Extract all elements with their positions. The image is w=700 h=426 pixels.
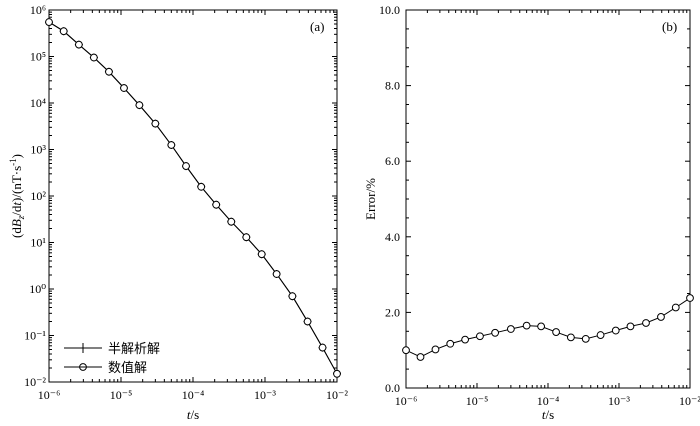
- b-data-point: [461, 335, 470, 344]
- b-data-point: [581, 334, 590, 343]
- b-data-point: [476, 332, 484, 341]
- b-data-point: [506, 325, 515, 333]
- a-y-tick-label: 10³: [30, 143, 46, 157]
- b-x-tick-label: 10⁻⁶: [395, 394, 418, 408]
- b-data-point: [566, 333, 575, 342]
- b-data-point: [686, 294, 694, 302]
- a-y-tick-label: 10⁻¹: [24, 329, 46, 343]
- b-data-point: [552, 328, 560, 336]
- panel-b: 10⁻⁶ 10⁻⁵ 10⁻⁴ 10⁻³ 10⁻²0.02.04.06.08.010.0 …: [363, 3, 700, 422]
- a-x-tick-label: 10⁻⁵: [110, 388, 133, 402]
- a-data-point: [135, 101, 144, 110]
- panel-label-b: (b): [662, 19, 677, 34]
- a-series-line-0: [48, 21, 338, 375]
- legend-entry-2: 数值解: [108, 360, 147, 375]
- a-data-point: [120, 84, 128, 92]
- a-y-tick-label: 10¹: [30, 236, 46, 250]
- a-data-point: [212, 200, 221, 209]
- a-data-point: [197, 182, 206, 191]
- b-y-tick-label: 10.0: [379, 3, 400, 17]
- b-series-line-0: [405, 297, 691, 358]
- b-data-point: [416, 353, 425, 361]
- a-y-tick-label: 10²: [30, 189, 46, 203]
- a-data-point: [303, 317, 312, 326]
- b-y-tick-label: 4.0: [385, 230, 400, 244]
- plot-frame-a: [48, 9, 338, 383]
- a-x-tick-label: 10⁻³: [254, 388, 276, 402]
- b-x-tick-label: 10⁻³: [608, 394, 630, 408]
- a-data-point: [89, 53, 98, 62]
- series-a: [45, 18, 341, 378]
- a-y-tick-label: 10⁴: [30, 96, 46, 110]
- b-y-tick-label: 8.0: [385, 79, 400, 93]
- ticks-a: 10⁻⁶ 10⁻⁵ 10⁻⁴ 10⁻³ 10⁻² 10⁻² 10⁻¹ 10⁰ 10¹ 10² 10³…: [24, 3, 348, 402]
- b-data-point: [522, 321, 531, 330]
- a-data-point: [151, 119, 160, 128]
- a-y-tick-label: 10⁻²: [24, 375, 46, 389]
- legend-entry-1: 半解析解: [108, 341, 160, 356]
- b-x-tick-label: 10⁻⁵: [466, 394, 489, 408]
- b-data-point: [491, 328, 500, 337]
- b-data-point: [626, 322, 635, 331]
- b-data-point: [657, 313, 665, 321]
- y-axis-label-a: (dBz/dt)/(nT·s-1): [8, 154, 26, 238]
- a-data-point: [333, 369, 341, 378]
- a-data-point: [242, 233, 251, 242]
- b-x-tick-label: 10⁻²: [679, 394, 700, 408]
- a-data-point: [74, 40, 83, 49]
- a-data-point: [182, 162, 190, 170]
- b-y-tick-label: 0.0: [385, 381, 400, 395]
- b-x-tick-label: 10⁻⁴: [537, 394, 560, 408]
- a-data-point: [272, 270, 281, 278]
- a-x-tick-label: 10⁻²: [326, 388, 348, 402]
- a-data-point: [59, 27, 68, 36]
- a-data-point: [105, 67, 113, 76]
- a-y-tick-label: 10⁰: [29, 282, 46, 296]
- a-y-tick-label: 10⁵: [30, 50, 46, 64]
- b-data-point: [537, 322, 546, 331]
- panel-label-a: (a): [310, 19, 324, 34]
- a-data-point: [227, 217, 236, 226]
- b-data-point: [642, 319, 650, 327]
- a-data-point: [45, 18, 53, 26]
- series-b: [402, 294, 694, 361]
- panel-a: 10⁻⁶ 10⁻⁵ 10⁻⁴ 10⁻³ 10⁻² 10⁻² 10⁻¹ 10⁰ 10¹ 10² 10³…: [8, 3, 348, 422]
- b-data-point: [402, 346, 410, 355]
- b-y-tick-label: 2.0: [385, 305, 400, 319]
- x-axis-label-a: t/s: [187, 407, 199, 422]
- a-data-point: [167, 141, 176, 149]
- a-data-point: [318, 343, 327, 352]
- y-axis-label-b: Error/%: [363, 178, 378, 220]
- b-data-point: [431, 345, 440, 354]
- legend-circle-marker: [79, 363, 87, 371]
- x-axis-label-b: t/s: [542, 407, 554, 422]
- b-data-point: [611, 326, 620, 335]
- a-x-tick-label: 10⁻⁴: [182, 388, 205, 402]
- b-y-tick-label: 6.0: [385, 154, 400, 168]
- b-data-point: [596, 331, 605, 339]
- b-data-point: [446, 339, 455, 348]
- b-data-point: [671, 303, 680, 312]
- legend-a: 半解析解 数值解: [64, 341, 160, 375]
- ticks-b: 10⁻⁶ 10⁻⁵ 10⁻⁴ 10⁻³ 10⁻² 0.0 2.0 4.0 6.0 8.0 10.0: [379, 3, 700, 408]
- a-y-tick-label: 10⁶: [30, 3, 46, 17]
- a-data-point: [257, 250, 266, 259]
- a-data-point: [288, 292, 297, 301]
- a-series-line-1: [48, 21, 338, 375]
- plot-frame-b: [405, 9, 691, 389]
- a-x-tick-label: 10⁻⁶: [38, 388, 61, 402]
